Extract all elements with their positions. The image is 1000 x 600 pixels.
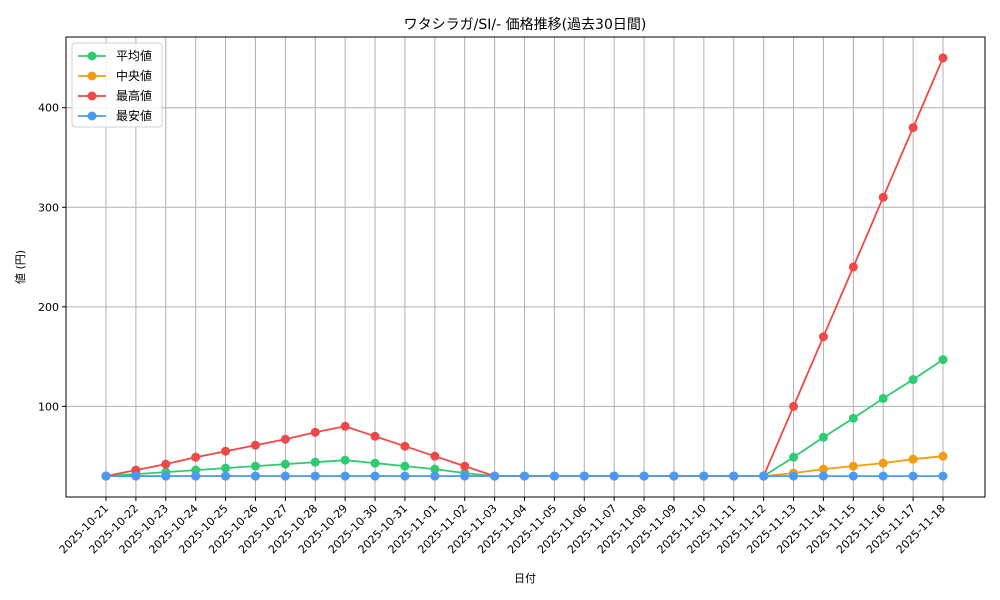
data-point [818,432,828,442]
data-point [878,471,888,481]
grid-lines [66,37,985,497]
data-point [729,471,739,481]
data-point [848,413,858,423]
legend-label: 最高値 [116,88,152,103]
data-point [520,471,529,481]
data-point [639,471,649,481]
data-point [191,471,201,481]
data-point [938,471,948,481]
data-point [370,458,380,468]
data-point [221,463,231,473]
data-point [460,461,470,471]
plot-frame [65,36,986,498]
data-point [938,53,948,63]
data-point [759,471,769,481]
data-point [370,431,380,441]
data-point [280,434,290,444]
data-point [818,332,828,342]
data-point [400,471,410,481]
data-point [818,464,828,474]
legend-item: 最高値 [78,88,152,103]
y-tick-label: 200 [38,301,59,314]
data-point [370,471,380,481]
data-point [908,454,918,464]
data-point [549,471,559,481]
data-point [908,123,918,133]
data-point [908,471,918,481]
data-point [340,471,350,481]
y-tick-label: 400 [38,102,59,115]
data-point [878,192,888,202]
y-tick-label: 300 [38,201,59,214]
data-point [430,451,440,461]
data-point [430,464,440,474]
data-point [938,355,948,365]
data-point [101,471,111,481]
data-point [280,471,290,481]
data-point [609,471,619,481]
data-point [878,393,888,403]
data-point [848,471,858,481]
data-point [310,471,320,481]
data-point [310,427,320,437]
data-point [280,459,290,469]
legend-label: 平均値 [116,48,152,63]
data-point [490,471,500,481]
legend-label: 中央値 [116,68,152,83]
data-point [221,471,231,481]
legend-item: 平均値 [78,48,152,63]
series-最高値 [101,53,948,481]
legend-marker-icon [87,91,97,101]
y-tick-label: 100 [38,400,59,413]
legend-item: 最安値 [78,108,152,123]
data-point [161,459,171,469]
legend-marker-icon [87,71,97,81]
data-point [221,446,231,456]
chart-title: ワタシラガ/SI/- 価格推移(過去30日間) [404,17,647,33]
data-point [579,471,589,481]
data-point [699,471,709,481]
x-axis-label: 日付 [514,572,536,585]
data-point [250,440,260,450]
legend-item: 中央値 [78,68,152,83]
data-point [789,401,799,411]
data-point [789,452,799,462]
y-axis-ticks: 100 200 300 400 [38,102,66,413]
data-point [161,471,171,481]
data-point [818,471,828,481]
data-point [848,461,858,471]
data-point [191,452,201,462]
x-axis-ticks: 2025-10-212025-10-222025-10-232025-10-24… [57,497,948,556]
data-series [101,53,948,481]
data-point [460,471,470,481]
data-point [131,471,141,481]
data-point [430,471,440,481]
data-point [340,455,350,465]
data-point [310,457,320,467]
data-point [250,471,260,481]
data-point [848,262,858,272]
plot-area [65,36,986,498]
legend-box [71,42,163,128]
data-point [908,375,918,385]
data-point [669,471,679,481]
data-point [400,441,410,451]
data-point [938,451,948,461]
data-point [789,471,799,481]
legend-marker-icon [87,51,97,61]
data-point [340,421,350,431]
data-point [250,461,260,471]
series-最安値 [101,471,948,481]
data-point [400,461,410,471]
y-axis-label: 値 (円) [14,250,27,284]
data-point [878,458,888,468]
legend-label: 最安値 [116,108,152,123]
legend-marker-icon [87,111,97,121]
